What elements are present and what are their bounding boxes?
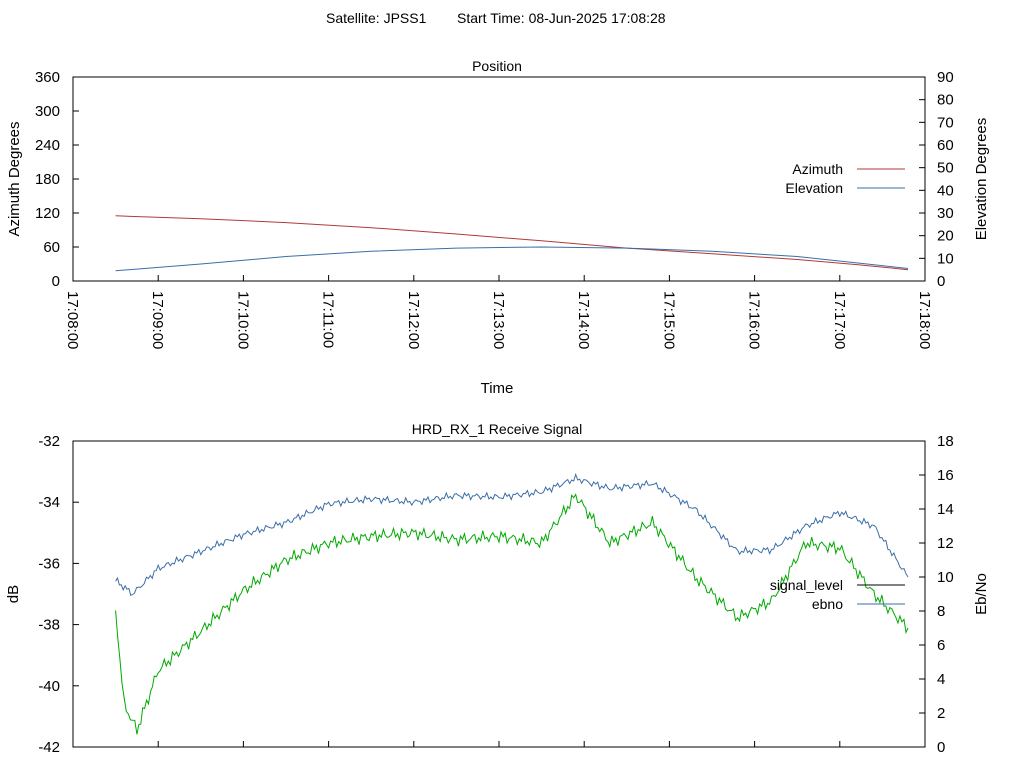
signal-y2tick-label-3: 6 [937,637,945,654]
position-ytick-label-4: 240 [35,137,60,154]
position-ytick-label-5: 300 [35,103,60,120]
position-xtick-label-2: 17:10:00 [234,291,251,349]
position-y2label: Elevation Degrees [973,118,990,241]
position-series [115,215,909,272]
position-plot-frame [72,76,926,282]
header-start-time: Start Time: 08-Jun-2025 17:08:28 [457,10,666,26]
signal-ytick-label-0: -42 [38,739,60,756]
signal-y2tick-label-8: 16 [937,467,954,484]
signal-series-ebno-green [115,493,909,735]
signal-y2tick-label-6: 12 [937,535,954,552]
signal-ytick-label-1: -40 [38,678,60,695]
position-ytick-label-2: 120 [35,205,60,222]
signal-y2tick-label-2: 4 [937,671,945,688]
signal-y2tick-label-1: 2 [937,705,945,722]
position-xtick-label-5: 17:13:00 [490,291,507,349]
position-series-azimuth [115,215,909,271]
signal-ylabel: dB [5,585,22,603]
position-y2tick-label-5: 50 [937,160,954,177]
position-ytick-label-0: 0 [52,273,60,290]
position-xtick-label-1: 17:09:00 [149,291,166,349]
signal-series-ebno [115,472,909,596]
signal-plot-frame [72,440,926,748]
signal-ticks: -42 -40 -38 -36 -34 -32 0 2 4 6 8 10 12 14 16 18 [38,433,953,756]
signal-series [115,472,909,735]
position-xtick-label-4: 17:12:00 [405,291,422,349]
position-y2tick-label-3: 30 [937,205,954,222]
position-xtick-label-9: 17:17:00 [831,291,848,349]
position-ytick-label-3: 180 [35,171,60,188]
signal-title: HRD_RX_1 Receive Signal [412,421,582,437]
position-xtick-label-8: 17:16:00 [746,291,763,349]
position-title: Position [472,58,522,74]
position-legend: Azimuth Elevation [785,161,905,196]
position-series-elevation [115,246,909,272]
signal-ytick-label-5: -32 [38,433,60,450]
signal-chart: HRD_RX_1 Receive Signal -42-40-38-36-34-… [5,421,990,756]
legend-signal-level-label: signal_level [770,577,843,593]
position-y2tick-label-7: 70 [937,114,954,131]
signal-y2tick-label-9: 18 [937,433,954,450]
signal-legend: signal_level ebno [770,577,905,612]
position-y2tick-label-6: 60 [937,137,954,154]
position-y2tick-label-8: 80 [937,92,954,109]
signal-y2label: Eb/No [973,573,990,615]
position-y2tick-label-2: 20 [937,228,954,245]
signal-ytick-label-3: -36 [38,555,60,572]
position-xtick-label-0: 17:08:00 [64,291,81,349]
position-ticks: 0 60 120 180 240 300 360 0 10 20 30 40 50 60 70 80 90 17:… [35,69,954,349]
signal-ytick-label-2: -38 [38,617,60,634]
position-ytick-label-6: 360 [35,69,60,86]
position-xtick-label-7: 17:15:00 [660,291,677,349]
position-y2tick-label-4: 40 [937,182,954,199]
position-y2tick-label-1: 10 [937,250,954,267]
signal-y2tick-label-7: 14 [937,501,954,518]
legend-ebno-label: ebno [812,596,843,612]
position-ytick-label-1: 60 [43,239,60,256]
position-xtick-label-6: 17:14:00 [575,291,592,349]
position-y2tick-label-0: 0 [937,273,945,290]
legend-azimuth-label: Azimuth [792,161,843,177]
position-xlabel: Time [481,380,514,397]
position-ylabel: Azimuth Degrees [6,121,23,236]
signal-y2tick-label-0: 0 [937,739,945,756]
signal-y2tick-label-5: 10 [937,569,954,586]
position-y2tick-label-9: 90 [937,69,954,86]
position-chart: Position 0 60 120 180 240 300 360 0 10 20 30 40 50 60… [6,58,990,397]
position-xtick-label-10: 17:18:00 [916,291,933,349]
signal-ytick-label-4: -34 [38,494,60,511]
header-satellite: Satellite: JPSS1 [326,10,427,26]
position-xtick-label-3: 17:11:00 [320,291,337,348]
legend-elevation-label: Elevation [785,180,843,196]
signal-y2tick-label-4: 8 [937,603,945,620]
